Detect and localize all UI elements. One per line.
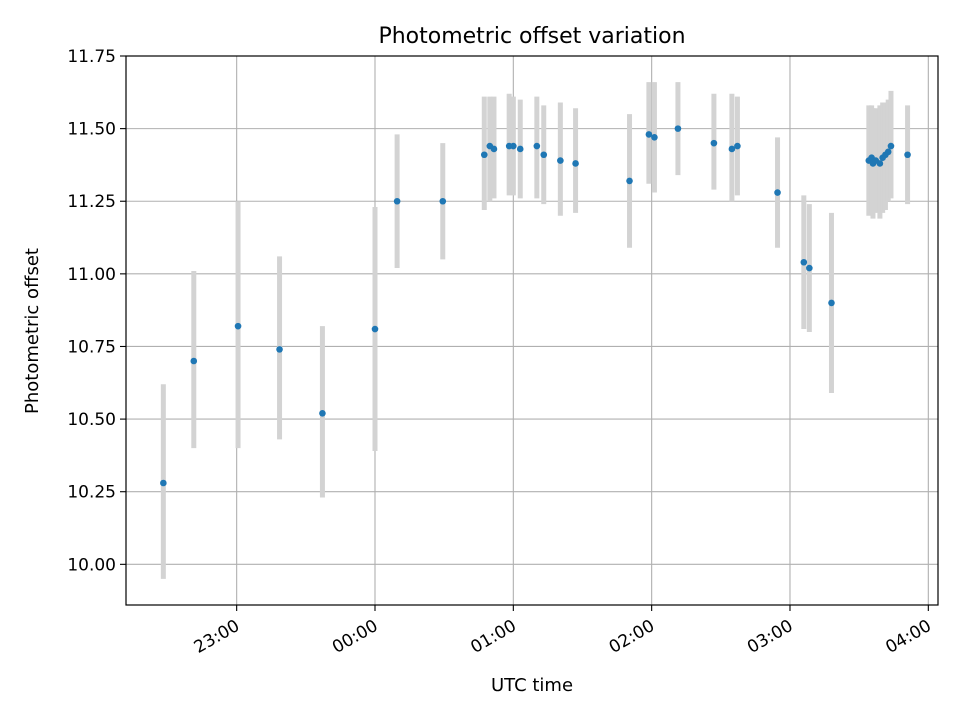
chart-title: Photometric offset variation — [378, 24, 685, 49]
y-tick-label: 11.50 — [67, 120, 116, 140]
data-point — [510, 142, 517, 150]
grid-lines — [126, 55, 938, 605]
x-tick-label: 04:00 — [882, 616, 934, 658]
y-tick-label: 10.75 — [67, 337, 116, 357]
data-point — [884, 148, 892, 156]
data-point — [516, 145, 524, 153]
point-series — [160, 125, 911, 487]
data-point — [533, 142, 541, 150]
y-axis-label: Photometric offset — [22, 248, 43, 414]
y-tick-label: 10.00 — [67, 555, 116, 575]
x-tick-label: 01:00 — [467, 616, 519, 658]
data-point — [645, 131, 653, 138]
data-point — [439, 197, 447, 205]
data-point — [480, 151, 488, 159]
data-point — [674, 125, 682, 132]
data-point — [904, 151, 911, 159]
data-point — [806, 264, 813, 272]
data-point — [734, 142, 741, 150]
plot-frame — [125, 55, 939, 606]
data-point — [234, 322, 242, 330]
data-point — [276, 346, 283, 353]
data-point — [190, 357, 198, 365]
y-tick-label: 11.75 — [67, 47, 116, 67]
x-tick-label: 00:00 — [329, 616, 381, 658]
data-point — [557, 157, 564, 164]
data-point — [371, 325, 379, 333]
data-point — [319, 409, 326, 417]
x-axis: 23:00 00:00 01:00 02:00 03:00 04:00 — [191, 605, 935, 658]
x-axis-label: UTC time — [491, 675, 573, 696]
data-point — [393, 197, 401, 205]
data-point — [572, 160, 579, 167]
data-point — [626, 177, 633, 185]
data-point — [728, 145, 736, 153]
data-point — [876, 160, 884, 167]
y-axis: 10.00 10.25 10.50 10.75 11.00 11.25 11.50 11.75 — [67, 47, 126, 575]
data-point — [800, 258, 808, 266]
data-point — [710, 139, 718, 147]
x-tick-label: 23:00 — [191, 616, 243, 658]
data-point — [828, 299, 835, 307]
y-tick-label: 10.50 — [67, 410, 116, 430]
data-point — [774, 189, 781, 196]
x-tick-label: 03:00 — [744, 616, 796, 658]
x-tick-label: 02:00 — [606, 616, 658, 658]
data-point — [887, 142, 895, 150]
y-tick-label: 11.25 — [67, 192, 116, 212]
data-point — [490, 145, 498, 153]
y-tick-label: 11.00 — [67, 265, 116, 285]
data-point — [540, 151, 548, 159]
data-point — [160, 479, 167, 487]
errorbar-series — [160, 82, 911, 579]
data-point — [651, 134, 658, 141]
y-tick-label: 10.25 — [67, 483, 116, 503]
